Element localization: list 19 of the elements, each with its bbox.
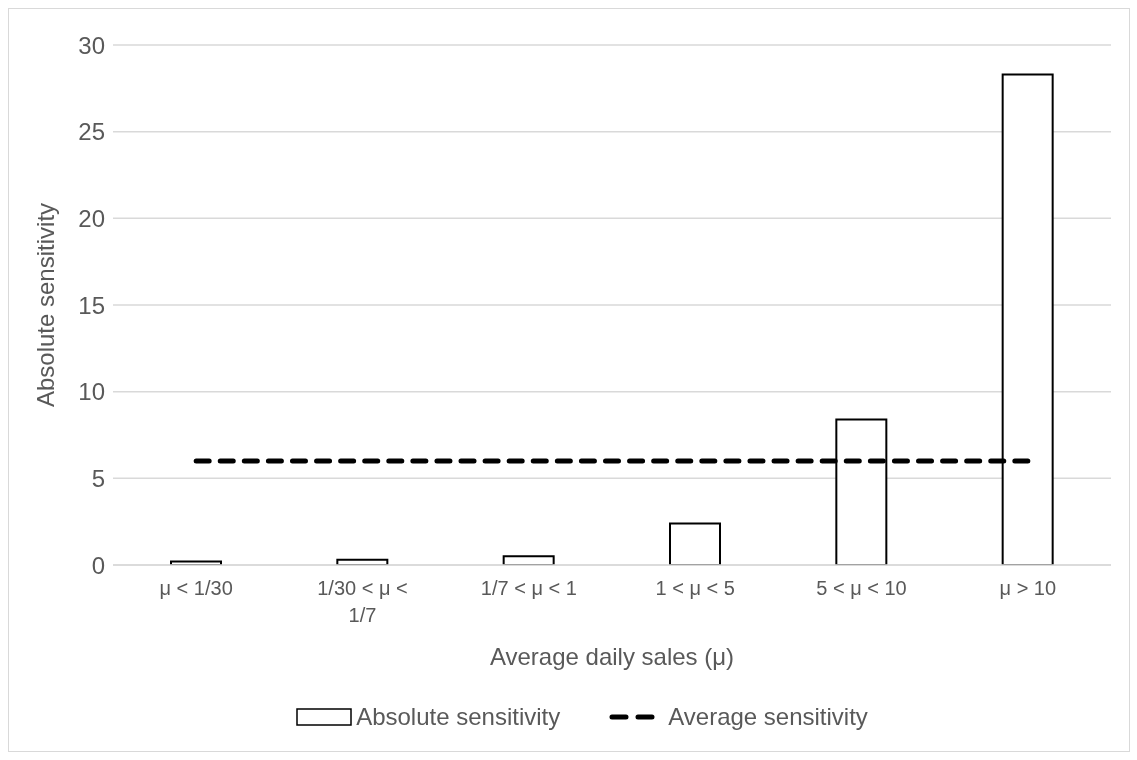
y-tick-label: 5 <box>91 464 105 492</box>
x-tick-label: 1 < μ < 5 <box>655 577 735 599</box>
y-tick-label: 20 <box>78 204 105 232</box>
x-tick-label: 1/7 < μ < 1 <box>480 577 577 599</box>
x-axis-title: Average daily sales (μ) <box>489 643 735 670</box>
legend-label: Average sensitivity <box>668 703 868 731</box>
legend-label: Absolute sensitivity <box>356 703 561 731</box>
y-tick-label: 30 <box>78 31 105 59</box>
y-tick-label: 0 <box>91 551 105 579</box>
x-tick-label: μ < 1/30 <box>159 577 233 599</box>
y-axis-title: Absolute sensitivity <box>31 202 59 408</box>
x-tick-label: 1/30 < μ < 1/7 <box>317 577 408 626</box>
x-tick-label: 5 < μ < 10 <box>816 577 907 599</box>
bar <box>502 555 555 565</box>
bar <box>669 522 721 565</box>
y-tick-label: 15 <box>78 291 105 319</box>
y-tick-label: 25 <box>78 118 105 146</box>
x-tick-label: μ > 10 <box>999 577 1057 599</box>
y-tick-label: 10 <box>78 378 105 406</box>
